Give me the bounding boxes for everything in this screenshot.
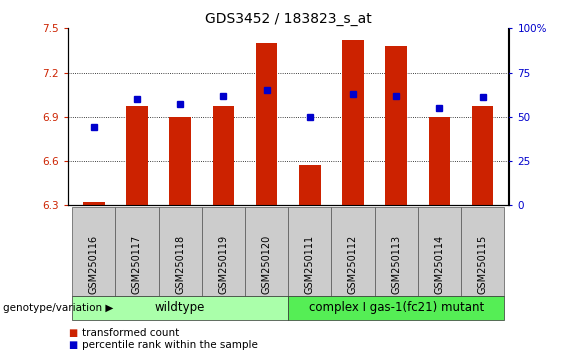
Text: ■: ■ xyxy=(68,340,77,350)
Bar xyxy=(299,165,320,205)
Bar xyxy=(126,107,147,205)
Bar xyxy=(170,117,191,205)
Text: complex I gas-1(fc21) mutant: complex I gas-1(fc21) mutant xyxy=(308,302,484,314)
Bar xyxy=(83,202,105,205)
Text: GSM250120: GSM250120 xyxy=(262,235,272,294)
Text: GSM250116: GSM250116 xyxy=(89,235,99,294)
Bar xyxy=(212,107,234,205)
Text: GSM250114: GSM250114 xyxy=(434,235,444,294)
Text: GSM250115: GSM250115 xyxy=(477,235,488,294)
Bar xyxy=(472,107,493,205)
Bar xyxy=(429,117,450,205)
Text: GSM250117: GSM250117 xyxy=(132,235,142,294)
Text: GSM250118: GSM250118 xyxy=(175,235,185,294)
Text: transformed count: transformed count xyxy=(82,328,179,338)
Text: ■: ■ xyxy=(68,328,77,338)
Text: GSM250111: GSM250111 xyxy=(305,235,315,294)
Text: genotype/variation ▶: genotype/variation ▶ xyxy=(3,303,113,313)
Bar xyxy=(256,43,277,205)
Text: GSM250119: GSM250119 xyxy=(218,235,228,294)
Text: GSM250113: GSM250113 xyxy=(391,235,401,294)
Text: GSM250112: GSM250112 xyxy=(348,235,358,294)
Bar xyxy=(342,40,364,205)
Title: GDS3452 / 183823_s_at: GDS3452 / 183823_s_at xyxy=(205,12,372,26)
Text: wildtype: wildtype xyxy=(155,302,205,314)
Bar xyxy=(385,46,407,205)
Text: percentile rank within the sample: percentile rank within the sample xyxy=(82,340,258,350)
